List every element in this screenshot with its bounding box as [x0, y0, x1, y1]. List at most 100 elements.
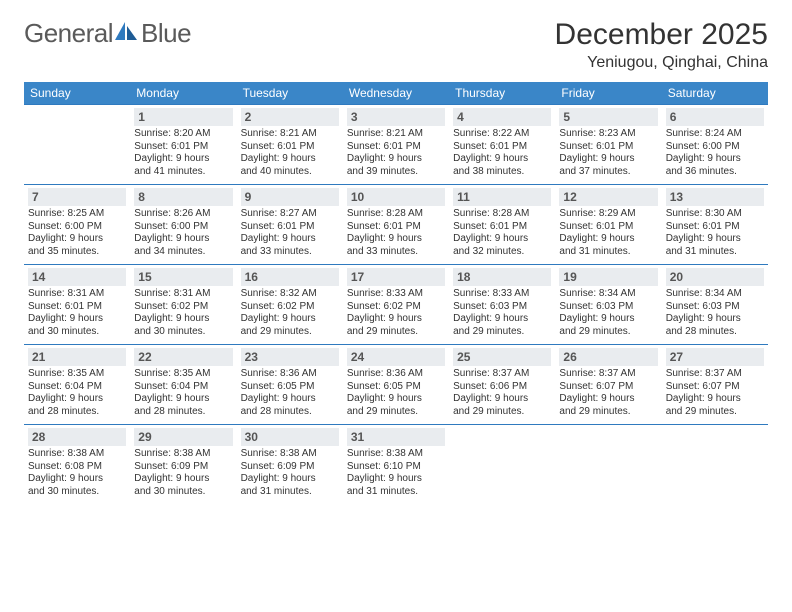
- day-info: Sunrise: 8:22 AMSunset: 6:01 PMDaylight:…: [453, 128, 551, 178]
- day-number: 21: [28, 348, 126, 366]
- info-line: Sunset: 6:01 PM: [666, 221, 764, 234]
- info-line: Sunrise: 8:33 AM: [453, 288, 551, 301]
- calendar-cell: 14Sunrise: 8:31 AMSunset: 6:01 PMDayligh…: [24, 265, 130, 345]
- day-number: 24: [347, 348, 445, 366]
- info-line: Sunset: 6:01 PM: [241, 141, 339, 154]
- info-line: Daylight: 9 hours: [453, 313, 551, 326]
- day-number: 9: [241, 188, 339, 206]
- info-line: Sunrise: 8:28 AM: [347, 208, 445, 221]
- info-line: Sunset: 6:09 PM: [241, 461, 339, 474]
- weekday-header: Saturday: [662, 82, 768, 105]
- info-line: and 28 minutes.: [666, 326, 764, 339]
- info-line: Sunrise: 8:35 AM: [28, 368, 126, 381]
- info-line: Sunrise: 8:29 AM: [559, 208, 657, 221]
- info-line: and 29 minutes.: [347, 326, 445, 339]
- info-line: and 31 minutes.: [347, 486, 445, 499]
- calendar-cell: 2Sunrise: 8:21 AMSunset: 6:01 PMDaylight…: [237, 105, 343, 185]
- logo-text-blue: Blue: [141, 18, 191, 49]
- info-line: Daylight: 9 hours: [666, 393, 764, 406]
- info-line: Daylight: 9 hours: [559, 313, 657, 326]
- calendar-table: SundayMondayTuesdayWednesdayThursdayFrid…: [24, 82, 768, 504]
- info-line: and 33 minutes.: [347, 246, 445, 259]
- info-line: Sunset: 6:01 PM: [559, 141, 657, 154]
- info-line: Sunset: 6:05 PM: [347, 381, 445, 394]
- day-number: 5: [559, 108, 657, 126]
- day-info: Sunrise: 8:23 AMSunset: 6:01 PMDaylight:…: [559, 128, 657, 178]
- info-line: Sunset: 6:01 PM: [347, 221, 445, 234]
- info-line: and 32 minutes.: [453, 246, 551, 259]
- calendar-cell: 17Sunrise: 8:33 AMSunset: 6:02 PMDayligh…: [343, 265, 449, 345]
- day-info: Sunrise: 8:28 AMSunset: 6:01 PMDaylight:…: [453, 208, 551, 258]
- day-info: Sunrise: 8:37 AMSunset: 6:07 PMDaylight:…: [666, 368, 764, 418]
- info-line: and 33 minutes.: [241, 246, 339, 259]
- day-number: 27: [666, 348, 764, 366]
- info-line: Sunrise: 8:37 AM: [666, 368, 764, 381]
- info-line: and 29 minutes.: [559, 406, 657, 419]
- day-number: 17: [347, 268, 445, 286]
- day-info: Sunrise: 8:34 AMSunset: 6:03 PMDaylight:…: [559, 288, 657, 338]
- calendar-cell: 8Sunrise: 8:26 AMSunset: 6:00 PMDaylight…: [130, 185, 236, 265]
- info-line: Daylight: 9 hours: [134, 313, 232, 326]
- info-line: and 35 minutes.: [28, 246, 126, 259]
- info-line: and 39 minutes.: [347, 166, 445, 179]
- calendar-cell: 15Sunrise: 8:31 AMSunset: 6:02 PMDayligh…: [130, 265, 236, 345]
- info-line: and 38 minutes.: [453, 166, 551, 179]
- info-line: Daylight: 9 hours: [559, 153, 657, 166]
- info-line: Sunset: 6:01 PM: [28, 301, 126, 314]
- calendar-cell: [24, 105, 130, 185]
- info-line: Daylight: 9 hours: [453, 393, 551, 406]
- calendar-cell: 5 Sunrise: 8:23 AMSunset: 6:01 PMDaylight…: [555, 105, 661, 185]
- info-line: Daylight: 9 hours: [28, 233, 126, 246]
- info-line: Daylight: 9 hours: [666, 153, 764, 166]
- info-line: Sunset: 6:01 PM: [453, 221, 551, 234]
- info-line: Sunrise: 8:38 AM: [241, 448, 339, 461]
- info-line: Sunrise: 8:32 AM: [241, 288, 339, 301]
- info-line: Sunset: 6:03 PM: [666, 301, 764, 314]
- info-line: and 41 minutes.: [134, 166, 232, 179]
- calendar-cell: 27 Sunrise: 8:37 AMSunset: 6:07 PMDayligh…: [662, 345, 768, 425]
- info-line: Daylight: 9 hours: [666, 233, 764, 246]
- day-number: 22: [134, 348, 232, 366]
- info-line: and 29 minutes.: [453, 326, 551, 339]
- calendar-cell: 3Sunrise: 8:21 AMSunset: 6:01 PMDaylight…: [343, 105, 449, 185]
- info-line: Sunrise: 8:30 AM: [666, 208, 764, 221]
- calendar-cell: 31Sunrise: 8:38 AMSunset: 6:10 PMDayligh…: [343, 425, 449, 505]
- day-info: Sunrise: 8:29 AMSunset: 6:01 PMDaylight:…: [559, 208, 657, 258]
- weekday-header: Sunday: [24, 82, 130, 105]
- info-line: Sunrise: 8:36 AM: [347, 368, 445, 381]
- info-line: Sunrise: 8:21 AM: [241, 128, 339, 141]
- calendar-cell: 22Sunrise: 8:35 AMSunset: 6:04 PMDayligh…: [130, 345, 236, 425]
- day-number: 16: [241, 268, 339, 286]
- calendar-body: 1Sunrise: 8:20 AMSunset: 6:01 PMDaylight…: [24, 105, 768, 505]
- day-number: 30: [241, 428, 339, 446]
- info-line: and 29 minutes.: [241, 326, 339, 339]
- day-info: Sunrise: 8:31 AMSunset: 6:02 PMDaylight:…: [134, 288, 232, 338]
- title-block: December 2025 Yeniugou, Qinghai, China: [555, 18, 768, 72]
- info-line: and 31 minutes.: [666, 246, 764, 259]
- info-line: Sunset: 6:10 PM: [347, 461, 445, 474]
- info-line: Sunset: 6:00 PM: [28, 221, 126, 234]
- day-info: Sunrise: 8:34 AMSunset: 6:03 PMDaylight:…: [666, 288, 764, 338]
- day-info: Sunrise: 8:24 AMSunset: 6:00 PMDaylight:…: [666, 128, 764, 178]
- info-line: Daylight: 9 hours: [347, 313, 445, 326]
- info-line: Sunset: 6:02 PM: [241, 301, 339, 314]
- calendar-cell: 7Sunrise: 8:25 AMSunset: 6:00 PMDaylight…: [24, 185, 130, 265]
- info-line: Daylight: 9 hours: [134, 473, 232, 486]
- info-line: Sunrise: 8:31 AM: [134, 288, 232, 301]
- day-info: Sunrise: 8:21 AMSunset: 6:01 PMDaylight:…: [241, 128, 339, 178]
- day-number: 19: [559, 268, 657, 286]
- info-line: and 29 minutes.: [559, 326, 657, 339]
- day-info: Sunrise: 8:37 AMSunset: 6:06 PMDaylight:…: [453, 368, 551, 418]
- info-line: Daylight: 9 hours: [134, 153, 232, 166]
- calendar-cell: 28Sunrise: 8:38 AMSunset: 6:08 PMDayligh…: [24, 425, 130, 505]
- info-line: Sunrise: 8:38 AM: [347, 448, 445, 461]
- info-line: Daylight: 9 hours: [666, 313, 764, 326]
- info-line: Sunset: 6:02 PM: [134, 301, 232, 314]
- calendar-cell: [449, 425, 555, 505]
- info-line: Sunset: 6:01 PM: [453, 141, 551, 154]
- sail-icon: [113, 20, 139, 47]
- info-line: Daylight: 9 hours: [241, 153, 339, 166]
- day-number: 28: [28, 428, 126, 446]
- logo: General Blue: [24, 18, 191, 49]
- info-line: Sunset: 6:06 PM: [453, 381, 551, 394]
